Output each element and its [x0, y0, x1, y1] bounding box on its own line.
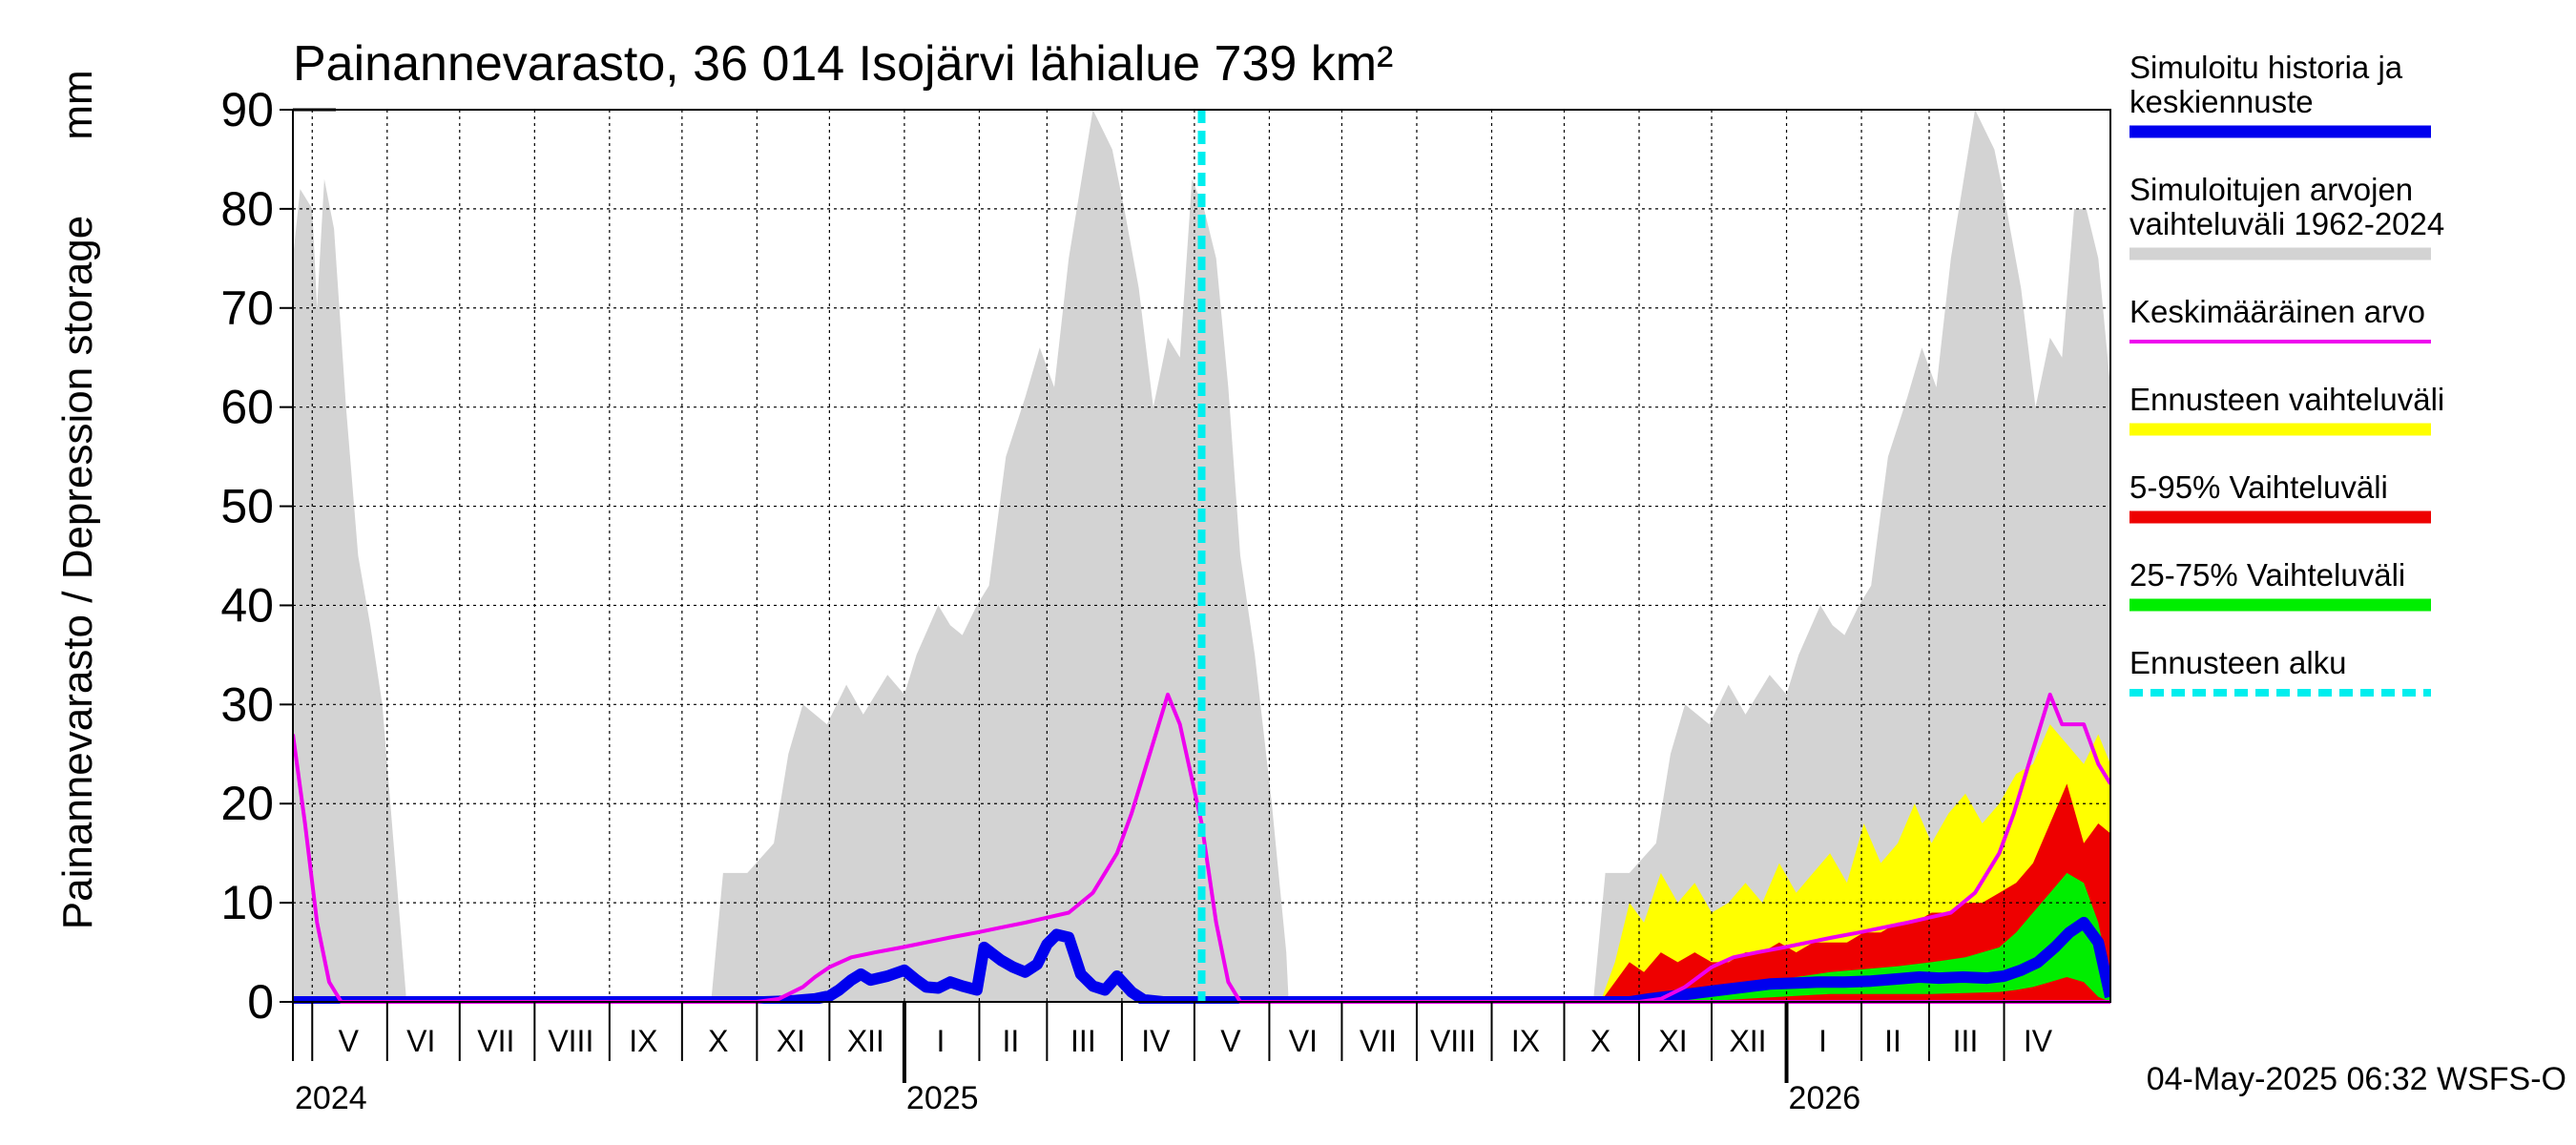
x-month-label-20: I [1818, 1024, 1827, 1058]
legend-label-4: Ennusteen vaihteluväli [2129, 382, 2444, 417]
x-month-label-7: XII [847, 1024, 884, 1058]
line-simuloitu-historia-ja-keskiennuste [293, 916, 2110, 1004]
x-month-label-3: VIII [548, 1024, 593, 1058]
legend-label-3: Keskimääräinen arvo [2129, 294, 2425, 329]
x-month-label-8: I [936, 1024, 945, 1058]
y-axis-label: Painannevarasto / Depression storage [54, 216, 101, 929]
x-month-label-14: VII [1360, 1024, 1397, 1058]
y-tick-label-30: 30 [220, 677, 274, 731]
legend-item-7: Ennusteen alku [2129, 645, 2431, 697]
x-year-label-2024: 2024 [295, 1080, 367, 1116]
timestamp-footer: 04-May-2025 06:32 WSFS-O [2147, 1061, 2566, 1097]
x-month-label-6: XI [777, 1024, 805, 1058]
x-month-label-5: X [708, 1024, 728, 1058]
legend-item-3: Keskimääräinen arvo [2129, 294, 2431, 344]
y-tick-label-0: 0 [247, 975, 274, 1029]
plot-area [293, 109, 2110, 1004]
x-month-label-22: III [1953, 1024, 1979, 1058]
x-month-label-10: III [1070, 1024, 1096, 1058]
x-month-label-2: VII [477, 1024, 514, 1058]
legend-item-5: 5-95% Vaihteluväli [2129, 469, 2431, 524]
y-tick-label-50: 50 [220, 480, 274, 533]
y-tick-label-60: 60 [220, 381, 274, 434]
x-month-label-9: II [1002, 1024, 1019, 1058]
band-25-75-vaihteluv-li [1600, 872, 2110, 1002]
x-month-label-17: X [1590, 1024, 1610, 1058]
legend-label-6: 25-75% Vaihteluväli [2129, 557, 2405, 593]
legend-item-4: Ennusteen vaihteluväli [2129, 382, 2444, 436]
x-month-label-18: XI [1658, 1024, 1687, 1058]
x-month-label-19: XII [1729, 1024, 1766, 1058]
plot-frame [292, 109, 2111, 1003]
y-tick-label-40: 40 [220, 578, 274, 632]
x-year-label-2025: 2025 [906, 1080, 979, 1116]
grid-lines [293, 109, 2110, 1002]
legend-label-1: Simuloitu historia ja [2129, 50, 2403, 85]
y-tick-label-10: 10 [220, 876, 274, 929]
legend-label-5: 5-95% Vaihteluväli [2129, 469, 2388, 505]
y-tick-label-70: 70 [220, 281, 274, 335]
x-month-label-15: VIII [1430, 1024, 1476, 1058]
y-tick-label-90: 90 [220, 83, 274, 136]
x-month-label-21: II [1884, 1024, 1901, 1058]
x-year-label-2026: 2026 [1789, 1080, 1861, 1116]
chart-title: Painannevarasto, 36 014 Isojärvi lähialu… [293, 36, 1393, 92]
legend-label-7: Ennusteen alku [2129, 645, 2347, 680]
band-5-95-vaihteluv-li [1600, 783, 2110, 1002]
legend: Simuloitu historia jakeskiennusteSimuloi… [2129, 50, 2444, 697]
y-tick-label-80: 80 [220, 182, 274, 236]
y-tick-label-20: 20 [220, 777, 274, 830]
x-month-label-11: IV [1141, 1024, 1171, 1058]
x-month-label-23: IV [2024, 1024, 2053, 1058]
legend-label-line2-1: keskiennuste [2129, 84, 2314, 119]
x-month-label-1: VI [406, 1024, 435, 1058]
legend-label-2: Simuloitujen arvojen [2129, 172, 2413, 207]
legend-label-line2-2: vaihteluväli 1962-2024 [2129, 206, 2444, 241]
x-month-label-13: VI [1289, 1024, 1318, 1058]
x-month-label-0: V [339, 1024, 360, 1058]
line-keskim-r-inen-arvo-ennustejakso [1638, 692, 2110, 1004]
legend-item-6: 25-75% Vaihteluväli [2129, 557, 2431, 612]
x-month-label-12: V [1220, 1024, 1241, 1058]
plot-clip-group [293, 109, 2110, 1004]
x-month-label-4: IX [629, 1024, 657, 1058]
x-month-label-16: IX [1511, 1024, 1540, 1058]
y-axis-unit: mm [54, 70, 101, 139]
